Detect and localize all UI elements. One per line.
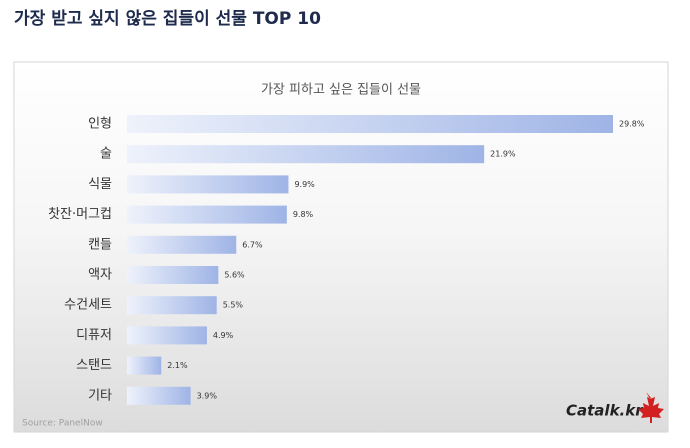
- bar: [127, 356, 162, 375]
- bar: [127, 266, 219, 284]
- bars: 인형 29.8% 술 21.9% 식물 9.9% 찻잔·머그컵 9.8% 캔들 6.7% 액자 5.6…: [48, 115, 645, 405]
- value-label: 2.1%: [167, 361, 188, 370]
- chart-title: 가장 피하고 싶은 집들이 선물: [261, 83, 421, 98]
- maple-leaf: [638, 392, 664, 423]
- bar: [127, 386, 191, 405]
- bar: [127, 145, 485, 164]
- page-title: 가장 받고 싶지 않은 집들이 선물 TOP 10: [14, 9, 321, 29]
- value-label: 3.9%: [197, 391, 218, 400]
- value-label: 4.9%: [213, 331, 234, 340]
- bar: [127, 205, 287, 224]
- category-label: 기타: [88, 388, 112, 403]
- value-label: 5.5%: [223, 301, 244, 310]
- category-label: 수건세트: [64, 298, 112, 313]
- category-label: 디퓨저: [76, 328, 112, 343]
- bar: [127, 326, 207, 345]
- value-label: 5.6%: [224, 271, 245, 280]
- category-label: 캔들: [88, 237, 112, 252]
- bar: [127, 175, 289, 194]
- bar: [127, 115, 613, 133]
- value-label: 21.9%: [490, 150, 516, 159]
- category-label: 인형: [88, 117, 112, 132]
- bar: [127, 235, 237, 254]
- value-label: 9.8%: [293, 210, 314, 219]
- category-label: 술: [100, 147, 112, 162]
- logo: Catalk.kr: [566, 402, 644, 420]
- source: Source: PanelNow: [22, 419, 103, 429]
- category-label: 액자: [88, 268, 112, 283]
- value-label: 9.9%: [294, 180, 315, 189]
- value-label: 29.8%: [619, 120, 645, 129]
- bar: [127, 296, 217, 315]
- category-label: 스탠드: [76, 358, 112, 373]
- category-label: 식물: [88, 177, 112, 192]
- value-label: 6.7%: [242, 240, 263, 249]
- category-label: 찻잔·머그컵: [48, 207, 112, 222]
